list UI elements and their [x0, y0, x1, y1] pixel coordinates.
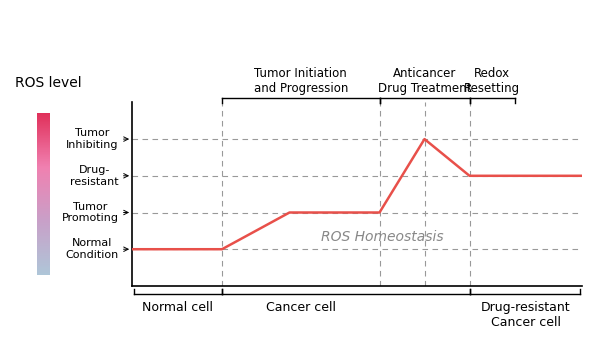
Text: Cancer cell: Cancer cell: [266, 301, 336, 313]
Text: Normal cell: Normal cell: [142, 301, 212, 313]
Text: Drug-resistant
Cancer cell: Drug-resistant Cancer cell: [481, 301, 571, 329]
Text: ROS level: ROS level: [15, 76, 82, 90]
Text: Normal
Condition: Normal Condition: [65, 238, 119, 260]
Text: Redox
Resetting: Redox Resetting: [464, 67, 520, 95]
Text: Tumor Initiation
and Progression: Tumor Initiation and Progression: [254, 67, 348, 95]
Text: Anticancer
Drug Treatment: Anticancer Drug Treatment: [378, 67, 471, 95]
Text: ROS Homeostasis: ROS Homeostasis: [321, 230, 443, 244]
Text: Drug-
resistant: Drug- resistant: [70, 165, 119, 187]
Text: Tumor
Inhibiting: Tumor Inhibiting: [66, 128, 119, 150]
Text: Tumor
Promoting: Tumor Promoting: [62, 202, 119, 223]
